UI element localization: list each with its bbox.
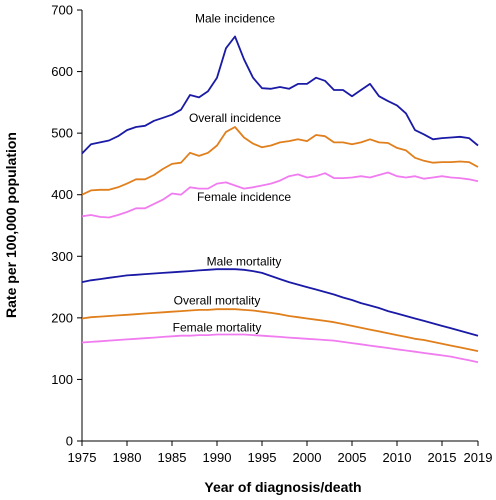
female-mortality-label: Female mortality <box>173 320 262 334</box>
overall-incidence-line <box>81 126 479 196</box>
x-axis: 1975 1980 1985 1990 1995 2000 2005 2010 2015 2019 <box>68 441 493 465</box>
x-tick-label: 2015 <box>428 450 457 465</box>
y-tick-label: 300 <box>51 249 73 264</box>
y-tick-label: 400 <box>51 187 73 202</box>
male-incidence-line <box>81 35 479 155</box>
male-mortality-line <box>81 268 479 337</box>
x-tick-label: 2005 <box>338 450 367 465</box>
x-tick-label: 1985 <box>158 450 187 465</box>
y-tick-label: 500 <box>51 126 73 141</box>
overall-mortality-label: Overall mortality <box>174 293 261 307</box>
y-axis-title: Rate per 100,000 population <box>3 132 19 318</box>
y-tick-label: 100 <box>51 372 73 387</box>
female-mortality-line <box>81 333 479 364</box>
y-tick-label: 200 <box>51 310 73 325</box>
male-mortality-label: Male mortality <box>207 255 282 269</box>
y-axis: 0 100 200 300 400 500 600 700 <box>51 3 82 449</box>
y-tick-label: 0 <box>66 434 73 449</box>
x-tick-label: 2019 <box>464 450 493 465</box>
female-incidence-label: Female incidence <box>197 190 291 204</box>
plot-frame <box>81 10 478 442</box>
x-tick-label: 1990 <box>203 450 232 465</box>
y-tick-label: 600 <box>51 64 73 79</box>
y-tick-label: 700 <box>51 3 73 18</box>
overall-incidence-label: Overall incidence <box>189 111 281 125</box>
series-lines <box>81 35 479 364</box>
male-incidence-label: Male incidence <box>195 11 275 25</box>
x-tick-label: 2010 <box>383 450 412 465</box>
x-tick-label: 2000 <box>293 450 322 465</box>
watermark-text: 知乎 @肿瘤标志物科普猫 <box>364 472 489 486</box>
x-tick-label: 1980 <box>113 450 142 465</box>
female-incidence-line <box>81 171 479 219</box>
overall-mortality-line <box>81 308 479 352</box>
series-labels: Male incidence Overall incidence Female in… <box>173 11 292 334</box>
x-tick-label: 1975 <box>68 450 97 465</box>
x-tick-label: 1995 <box>248 450 277 465</box>
x-axis-title: Year of diagnosis/death <box>204 479 361 495</box>
